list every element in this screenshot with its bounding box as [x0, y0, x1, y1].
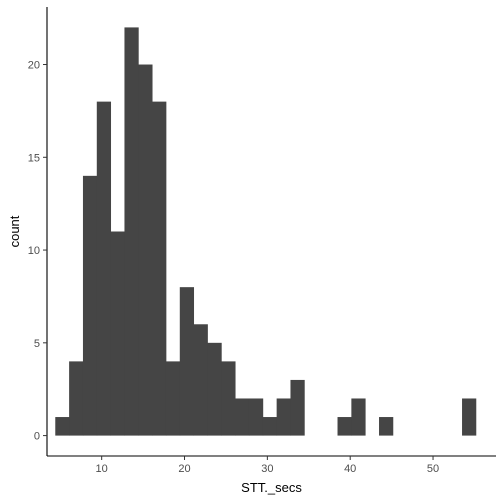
histogram-bar [82, 175, 98, 436]
histogram-bar [69, 361, 84, 436]
x-tick-label: 40 [344, 463, 356, 475]
histogram-bar [138, 64, 153, 436]
histogram-bar [379, 417, 394, 436]
x-tick-label: 20 [178, 463, 190, 475]
histogram-bar [248, 398, 264, 436]
ticks-layer: 0 5 10 15 20 10 20 30 40 50 [28, 60, 439, 475]
histogram-bar [110, 231, 125, 436]
histogram-bar [55, 417, 70, 436]
bars-layer [55, 27, 477, 436]
histogram-bar [207, 342, 222, 436]
y-tick-label: 20 [28, 60, 40, 72]
x-tick-label: 10 [96, 463, 108, 475]
histogram-bar [262, 417, 278, 436]
histogram-bar [235, 398, 250, 436]
histogram-bar [193, 324, 208, 436]
y-tick-label: 0 [34, 431, 40, 443]
histogram-bar [290, 379, 305, 436]
x-axis-title: STT._secs [241, 480, 302, 495]
histogram-bar [221, 361, 236, 436]
y-tick-label: 15 [28, 152, 40, 164]
histogram-bar [165, 361, 181, 436]
x-tick-label: 30 [261, 463, 273, 475]
axes-layer [46, 7, 496, 457]
histogram-bar [124, 27, 139, 436]
histogram-bar [96, 101, 112, 436]
x-tick-label: 50 [427, 463, 439, 475]
histogram-bar [337, 417, 352, 436]
y-tick-label: 10 [28, 245, 40, 257]
histogram-bar [462, 398, 477, 436]
histogram-bar [351, 398, 366, 436]
histogram-bar [152, 101, 167, 436]
y-tick-label: 5 [34, 338, 40, 350]
y-axis-title: count [7, 215, 22, 247]
histogram-bar [179, 287, 195, 436]
histogram-bar [276, 398, 291, 436]
